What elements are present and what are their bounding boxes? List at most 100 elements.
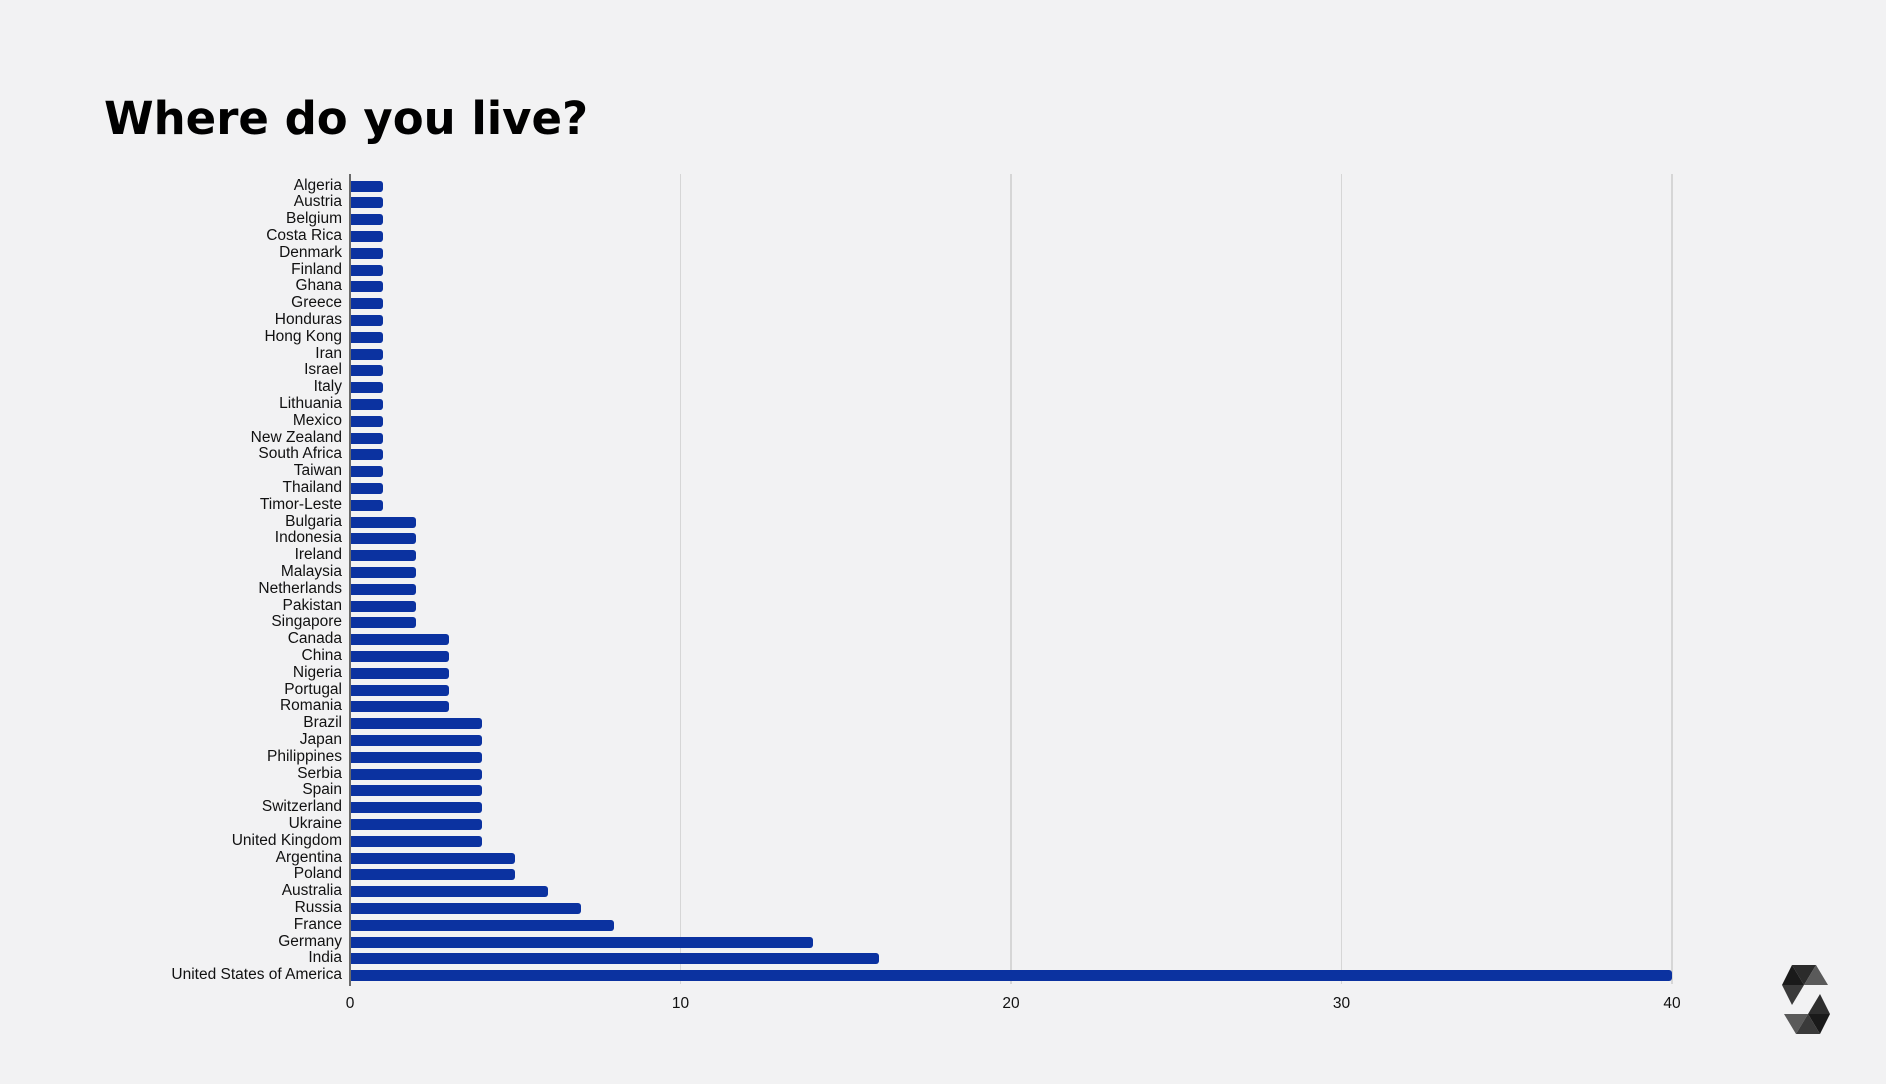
bar-row: Honduras: [0, 311, 1886, 329]
bar-row: Greece: [0, 294, 1886, 312]
category-label: Romania: [279, 697, 342, 715]
category-label: Pakistan: [282, 596, 342, 614]
category-label: Japan: [299, 730, 342, 748]
bar: [351, 533, 417, 545]
category-label: Lithuania: [279, 394, 342, 412]
bar: [351, 617, 417, 629]
category-label: Canada: [287, 630, 342, 648]
bar-row: Iran: [0, 344, 1886, 363]
bar: [351, 482, 384, 494]
category-label: Bulgaria: [285, 512, 342, 530]
bar-row: New Zealand: [0, 428, 1886, 447]
bar: [351, 684, 450, 696]
category-label: Hong Kong: [264, 327, 342, 345]
x-tick-label: 0: [345, 995, 355, 1012]
category-label: Ireland: [294, 546, 342, 564]
category-label: Serbia: [297, 764, 342, 782]
bar-row: Canada: [0, 630, 1886, 648]
category-label: Poland: [293, 865, 342, 883]
bar: [351, 718, 483, 730]
bar-row: Philippines: [0, 747, 1886, 766]
bar-row: India: [0, 949, 1886, 967]
page-title: Where do you live?: [104, 92, 589, 145]
bar-row: Lithuania: [0, 394, 1886, 413]
bar: [351, 247, 384, 259]
category-label: Iran: [315, 344, 342, 362]
category-label: China: [301, 646, 343, 664]
bar-row: Switzerland: [0, 798, 1886, 816]
bar: [351, 331, 384, 343]
bar-row: Portugal: [0, 680, 1886, 699]
category-label: New Zealand: [250, 428, 342, 446]
category-label: Russia: [294, 898, 342, 916]
bar-row: China: [0, 646, 1886, 665]
category-label: Austria: [293, 193, 342, 211]
bar: [351, 970, 1672, 982]
category-label: Denmark: [279, 243, 342, 261]
category-label: Italy: [313, 378, 342, 396]
bar: [351, 466, 384, 478]
bar-row: Brazil: [0, 714, 1886, 732]
category-label: Philippines: [267, 747, 342, 765]
category-label: Israel: [304, 361, 342, 379]
x-tick-label: 20: [1002, 995, 1020, 1012]
bar: [351, 432, 384, 444]
bar-row: Russia: [0, 898, 1886, 917]
category-label: Spain: [302, 781, 342, 799]
bar: [351, 415, 384, 427]
category-label: Nigeria: [292, 663, 342, 681]
bar: [351, 516, 417, 528]
bar: [351, 835, 483, 847]
category-label: Argentina: [275, 848, 342, 866]
bar: [351, 852, 516, 864]
category-label: United States of America: [171, 966, 342, 984]
bar-row: Malaysia: [0, 563, 1886, 581]
bar-row: Bulgaria: [0, 512, 1886, 531]
bar-row: United States of America: [0, 966, 1886, 984]
bar: [351, 919, 615, 931]
bar-row: Indonesia: [0, 529, 1886, 547]
bar-row: France: [0, 915, 1886, 934]
category-label: Australia: [281, 882, 342, 900]
bar-row: Spain: [0, 781, 1886, 799]
bar-row: Algeria: [0, 177, 1886, 195]
bar: [351, 768, 483, 780]
bar-row: Italy: [0, 378, 1886, 396]
bar-row: Japan: [0, 730, 1886, 749]
bar: [351, 180, 384, 192]
bar: [351, 785, 483, 797]
category-label: South Africa: [258, 445, 342, 463]
gridline: [679, 174, 682, 984]
category-label: Singapore: [271, 613, 342, 631]
bar: [351, 566, 417, 578]
bar: [351, 197, 384, 209]
bar: [351, 314, 384, 326]
category-label: Portugal: [284, 680, 342, 698]
category-label: France: [293, 915, 342, 933]
gridline: [1671, 174, 1673, 984]
bar-row: Belgium: [0, 210, 1886, 228]
bar-row: Taiwan: [0, 462, 1886, 480]
bar: [351, 264, 384, 276]
bar-row: Hong Kong: [0, 327, 1886, 346]
bar: [351, 365, 384, 377]
category-label: Finland: [291, 260, 342, 278]
solidity-logo-icon: [1782, 965, 1830, 1034]
bar: [351, 449, 384, 461]
x-tick-label: 40: [1663, 995, 1681, 1012]
bar-row: Denmark: [0, 243, 1886, 262]
bar-row: Austria: [0, 193, 1886, 211]
bar: [351, 818, 483, 830]
bar-row: Argentina: [0, 848, 1886, 867]
category-label: Timor-Leste: [259, 495, 342, 513]
category-label: Brazil: [303, 714, 342, 732]
x-tick-label: 10: [671, 995, 690, 1012]
bar-row: Germany: [0, 933, 1886, 951]
bar: [351, 701, 450, 713]
category-label: Belgium: [286, 210, 342, 228]
bar-row: Singapore: [0, 613, 1886, 631]
bar: [351, 953, 879, 965]
bar-row: Poland: [0, 865, 1886, 883]
bar: [351, 902, 582, 914]
bar: [351, 667, 450, 679]
